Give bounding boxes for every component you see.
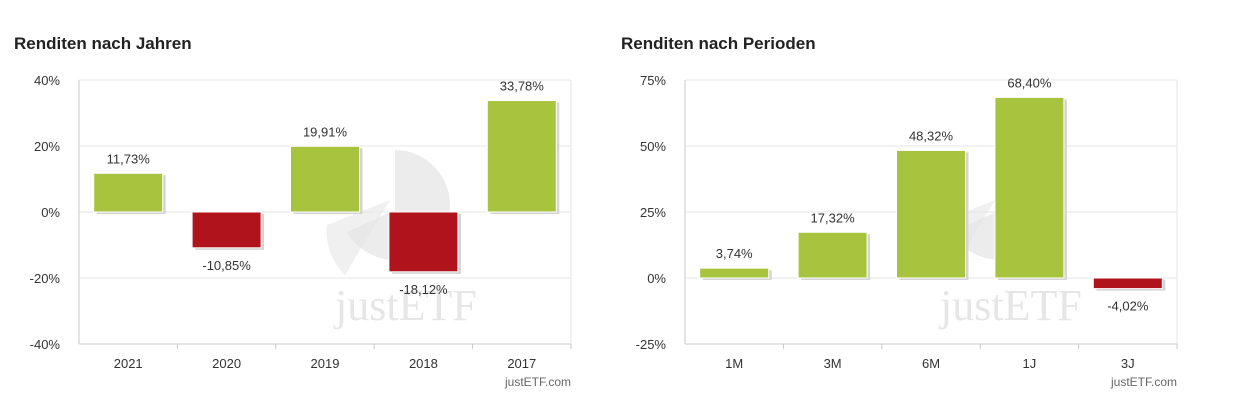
credit-text: justETF.com [1110,375,1177,389]
watermark-wedge-icon [326,200,390,275]
x-tick-label: 1M [725,356,743,371]
x-tick-label: 2020 [212,356,241,371]
y-tick-label: 20% [34,139,60,154]
y-tick-label: -40% [30,337,61,352]
x-tick-label: 2019 [311,356,340,371]
bar-1M [699,267,770,279]
returns-by-year-chart: justETF 40% 20% 0% -20% -40% 11,73% 2021 -10,85%… [30,73,572,389]
credit-text: justETF.com [504,375,571,389]
y-tick-label: 40% [34,73,60,88]
data-label: 68,40% [1007,75,1052,90]
chart-panel-years: Renditen nach Jahren justETF 40% 20% 0% -20%… [0,0,610,400]
watermark-text: justETF [333,281,477,330]
y-tick-label: 0% [41,205,60,220]
chart-title: Renditen nach Perioden [621,34,816,53]
bar-2020 [191,211,262,249]
x-tick-label: 1J [1023,356,1037,371]
bar-3M [797,231,868,279]
data-label: 48,32% [909,128,954,143]
bar-2017 [486,100,557,213]
data-label: 17,32% [811,210,856,225]
y-tick-label: -20% [30,271,61,286]
y-tick-label: 50% [640,139,666,154]
watermark-text: justETF [938,281,1082,330]
watermark-logo: justETF [326,150,477,330]
x-tick-label: 2017 [507,356,536,371]
returns-by-period-chart: justETF 75% 50% 25% 0% -25% 3,74% 1M 17,32% 3M 48,… [636,73,1178,389]
x-tick-label: 6M [922,356,940,371]
data-label: -18,12% [399,282,448,297]
bar-2019 [290,145,360,213]
y-tick-label: 75% [640,73,666,88]
x-tick-label: 2021 [114,356,143,371]
y-tick-label: -25% [636,337,667,352]
chart-title: Renditen nach Jahren [14,34,192,53]
data-label: -4,02% [1107,299,1149,314]
chart-panel-periods: Renditen nach Perioden justETF 75% 50% 25% 0… [610,0,1250,400]
bar-6M [896,149,966,279]
bar-2018 [388,211,459,273]
data-label: 3,74% [716,246,753,261]
y-tick-label: 0% [647,271,666,286]
data-label: 33,78% [500,79,545,94]
x-tick-label: 2018 [409,356,438,371]
bar-2021 [93,172,164,213]
x-tick-label: 3J [1121,356,1135,371]
data-label: 11,73% [107,151,151,166]
x-tick-label: 3M [824,356,842,371]
data-label: -10,85% [202,258,251,273]
chart-body: justETF 40% 20% 0% -20% -40% 11,73% 2021 -10,85%… [30,73,572,389]
data-label: 19,91% [303,124,348,139]
chart-body: justETF 75% 50% 25% 0% -25% 3,74% 1M 17,32% 3M 48,… [636,73,1178,389]
bar-3J [1092,277,1163,290]
bar-1J [994,96,1065,279]
y-tick-label: 25% [640,205,666,220]
